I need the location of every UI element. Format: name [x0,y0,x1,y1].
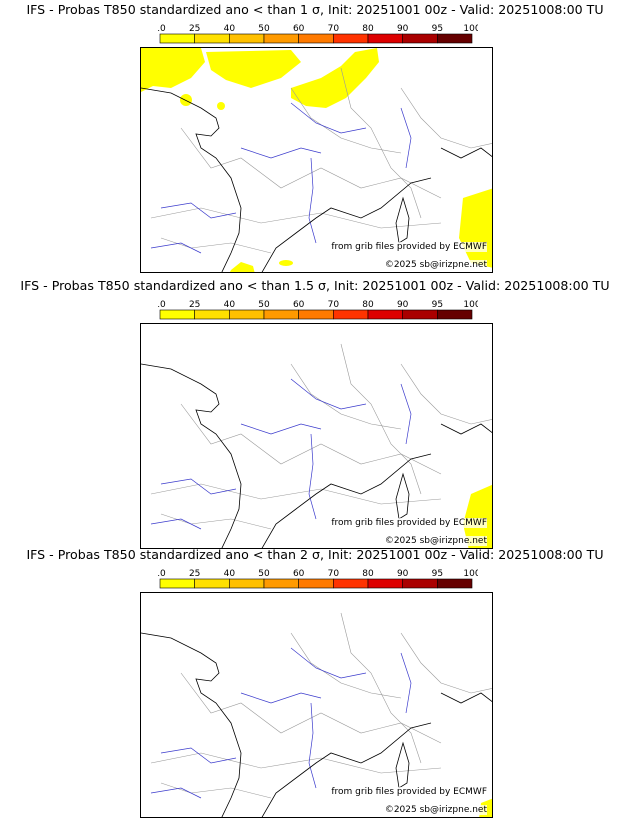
colorbar-tick-label: 60 [293,300,305,310]
colorbar-segment [159,578,195,589]
colorbar: 10 25 40 50 60 70 80 90 95 100 [158,300,478,320]
colorbar-segment [402,33,438,44]
copyright-credit: ©2025 sb@irizpne.net [384,805,487,815]
colorbar: 10 25 40 50 60 70 80 90 95 100 [158,24,478,44]
colorbar-tick-label: 50 [258,24,270,34]
colorbar-tick-label: 90 [397,300,409,310]
colorbar-segment [229,578,265,589]
colorbar-tick-label: 60 [293,24,305,34]
colorbar-tick-label: 25 [189,24,200,34]
colorbar-segment [159,33,195,44]
coastline [141,363,492,548]
colorbar-tick-label: 40 [224,300,236,310]
colorbar-tick-label: 10 [158,24,166,34]
colorbar-tick-label: 40 [224,569,236,579]
country-borders [150,67,492,254]
colorbar-tick-label: 60 [293,569,305,579]
country-borders [150,343,492,530]
colorbar-segment [402,309,438,320]
colorbar-tick-label: 95 [432,24,443,34]
colorbar-segment [367,33,403,44]
colorbar-tick-label: 50 [258,569,270,579]
colorbar-segment [298,309,334,320]
colorbar-tick-label: 80 [362,569,374,579]
map-frame: from grib files provided by ECMWF ©2025 … [140,592,493,818]
colorbar-segment [367,309,403,320]
colorbar-tick-label: 50 [258,300,270,310]
colorbar-tick-label: 25 [189,300,200,310]
colorbar: 10 25 40 50 60 70 80 90 95 100 [158,569,478,589]
colorbar-segment [333,309,369,320]
colorbar-tick-label: 10 [158,300,166,310]
colorbar-tick-label: 10 [158,569,166,579]
colorbar-tick-label: 80 [362,24,374,34]
colorbar-tick-label: 70 [328,24,340,34]
coastline [141,632,492,817]
panel-title: IFS - Probas T850 standardized ano < tha… [26,547,604,562]
colorbar-segment [194,33,230,44]
colorbar-segment [194,578,230,589]
colorbar-tick-label: 95 [432,300,443,310]
colorbar-tick-label: 90 [397,24,409,34]
colorbar-segment [229,309,265,320]
colorbar-segment [298,578,334,589]
colorbar-segment [263,309,299,320]
colorbar-tick-label: 100 [463,300,478,310]
colorbar-segment [159,309,195,320]
probability-areas [463,484,492,548]
colorbar-tick-label: 100 [463,569,478,579]
colorbar-segment [263,33,299,44]
copyright-credit: ©2025 sb@irizpne.net [384,260,487,270]
map-frame: from grib files provided by ECMWF ©2025 … [140,47,493,273]
colorbar-segment [333,33,369,44]
rivers [150,378,412,530]
copyright-credit: ©2025 sb@irizpne.net [384,536,487,546]
map-panel-2: IFS - Probas T850 standardized ano < tha… [0,276,630,552]
map-frame: from grib files provided by ECMWF ©2025 … [140,323,493,549]
colorbar-segment [437,33,473,44]
panel-title: IFS - Probas T850 standardized ano < tha… [26,2,604,17]
colorbar-segment [437,309,473,320]
map-panel-3: IFS - Probas T850 standardized ano < tha… [0,545,630,821]
colorbar-segment [194,309,230,320]
colorbar-tick-label: 80 [362,300,374,310]
country-borders [150,612,492,799]
colorbar-tick-label: 40 [224,24,236,34]
colorbar-tick-label: 70 [328,300,340,310]
colorbar-segment [263,578,299,589]
colorbar-segment [437,578,473,589]
source-credit: from grib files provided by ECMWF [331,242,487,252]
colorbar-segment [229,33,265,44]
colorbar-segment [333,578,369,589]
colorbar-tick-label: 95 [432,569,443,579]
colorbar-tick-label: 100 [463,24,478,34]
colorbar-segment [367,578,403,589]
coastline [141,87,492,272]
map-panel-1: IFS - Probas T850 standardized ano < tha… [0,0,630,276]
source-credit: from grib files provided by ECMWF [331,518,487,528]
rivers [150,102,412,254]
colorbar-segment [402,578,438,589]
rivers [150,647,412,799]
colorbar-tick-label: 70 [328,569,340,579]
panel-title: IFS - Probas T850 standardized ano < tha… [20,278,610,293]
colorbar-segment [298,33,334,44]
probability-areas [141,48,492,272]
colorbar-tick-label: 90 [397,569,409,579]
colorbar-tick-label: 25 [189,569,200,579]
source-credit: from grib files provided by ECMWF [331,787,487,797]
